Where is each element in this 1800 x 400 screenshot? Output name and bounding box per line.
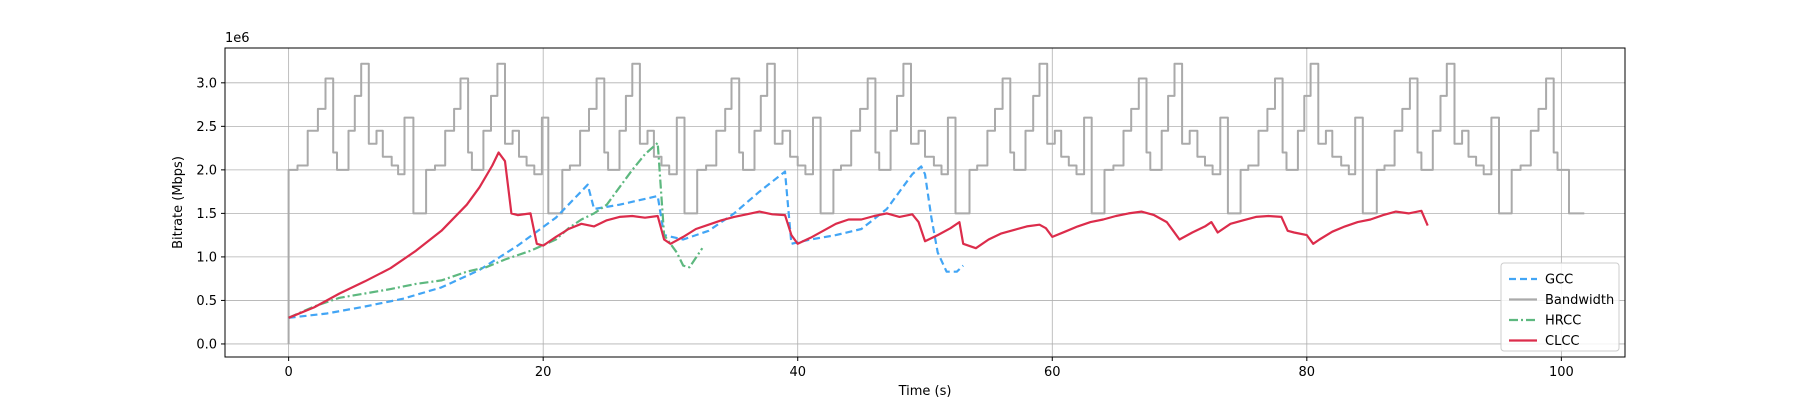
y-tick-label: 2.5 (196, 120, 217, 135)
plot-area-frame (224, 47, 1626, 358)
legend-label-hrcc: HRCC (1545, 314, 1581, 329)
legend-label-bandwidth: Bandwidth (1545, 293, 1614, 308)
legend-label-clcc: CLCC (1545, 334, 1579, 349)
legend-box (1500, 262, 1620, 352)
series-clcc-line (288, 151, 1429, 319)
series-hrcc-line (288, 141, 704, 319)
x-tick-label: 100 (1549, 365, 1574, 380)
series-gcc-line (288, 165, 964, 319)
legend: GCC Bandwidth HRCC CLCC (1500, 262, 1620, 352)
x-tick-label: 0 (284, 365, 292, 380)
series-bandwidth-line (287, 62, 1585, 344)
y-offset-label: 1e6 (225, 31, 250, 46)
y-tick-label: 3.0 (196, 76, 217, 91)
axis-ticks: 0 20 40 60 80 100 0.0 0.5 1.0 1.5 2.0 2.5 3.0 (196, 76, 1573, 380)
x-tick-label: 60 (1044, 365, 1061, 380)
series-lines (287, 62, 1585, 344)
y-axis-label: Bitrate (Mbps) (171, 156, 186, 249)
y-tick-label: 1.5 (196, 207, 217, 222)
y-tick-label: 0.0 (196, 337, 217, 352)
y-tick-label: 1.0 (196, 250, 217, 265)
y-tick-label: 0.5 (196, 294, 217, 309)
legend-label-gcc: GCC (1545, 273, 1573, 288)
x-tick-label: 20 (535, 365, 552, 380)
x-tick-label: 80 (1299, 365, 1316, 380)
x-tick-label: 40 (789, 365, 806, 380)
x-axis-label: Time (s) (898, 384, 952, 399)
y-tick-label: 2.0 (196, 163, 217, 178)
grid-lines (225, 48, 1625, 357)
